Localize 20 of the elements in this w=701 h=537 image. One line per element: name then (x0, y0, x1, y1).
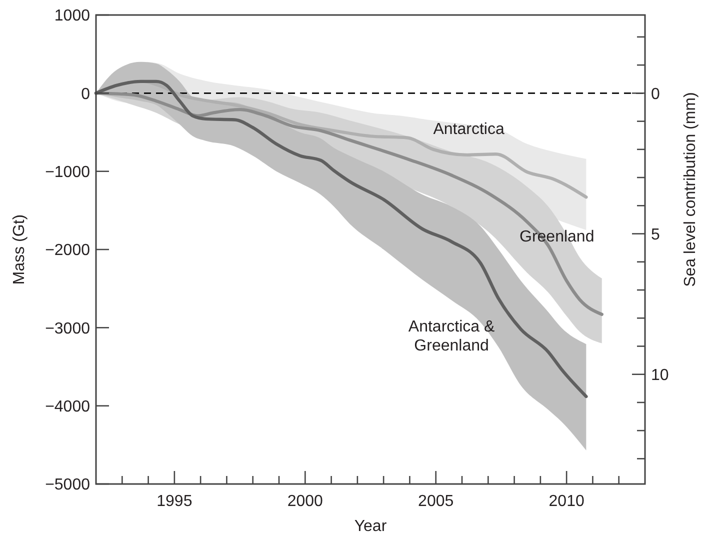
y-tick-label: −1000 (45, 164, 90, 181)
series-label: Antarctica (433, 120, 504, 138)
y-tick-label: −3000 (45, 320, 90, 338)
y2-tick-label: 10 (651, 366, 669, 384)
series-label: Greenland (520, 228, 594, 246)
y-tick-label: 1000 (54, 8, 90, 25)
series-label: Antarctica & Greenland (408, 318, 495, 355)
x-tick-label: 2005 (418, 493, 454, 510)
y2-axis-title: Sea level contribution (mm) (682, 92, 699, 287)
y-axis-title: Mass (Gt) (11, 214, 28, 285)
x-tick-label: 1995 (156, 493, 192, 510)
y-tick-label: −2000 (45, 242, 90, 260)
y-tick-label: −5000 (45, 476, 90, 494)
y-tick-label: −4000 (45, 398, 90, 416)
y2-tick-label: 5 (651, 226, 660, 244)
x-tick-label: 2000 (287, 493, 324, 510)
y2-tick-label: 0 (651, 86, 660, 103)
x-axis-title: Year (354, 518, 388, 535)
y-tick-label: 0 (81, 86, 90, 103)
x-tick-label: 2010 (548, 493, 584, 510)
